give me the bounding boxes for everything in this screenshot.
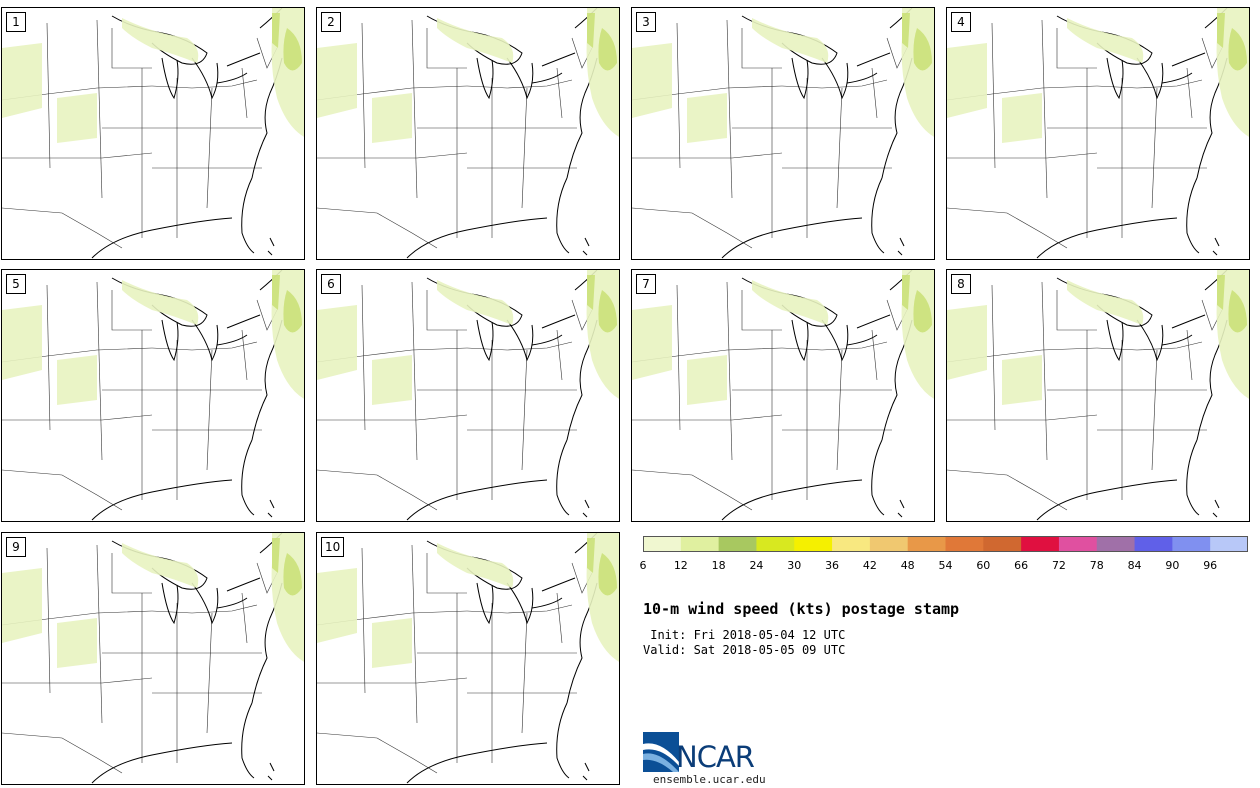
- colorbar-tick-label: 30: [787, 559, 802, 572]
- member-number-label: 5: [6, 274, 26, 294]
- colorbar-bin: [1210, 536, 1248, 552]
- colorbar-tick-label: 60: [976, 559, 991, 572]
- colorbar-tick-label: 96: [1203, 559, 1218, 572]
- postage-stamp-member-2: 2: [316, 7, 620, 260]
- colorbar-bin: [643, 536, 682, 552]
- colorbar-tick-label: 36: [825, 559, 840, 572]
- postage-stamp-member-5: 5: [1, 269, 305, 522]
- postage-stamp-member-8: 8: [946, 269, 1250, 522]
- postage-stamp-member-9: 9: [1, 532, 305, 785]
- postage-stamp-member-4: 4: [946, 7, 1250, 260]
- colorbar-bin: [983, 536, 1022, 552]
- member-number-label: 3: [636, 12, 656, 32]
- colorbar-bin: [869, 536, 909, 552]
- colorbar-tick-label: 18: [711, 559, 726, 572]
- member-number-label: 7: [636, 274, 656, 294]
- member-number-label: 10: [321, 537, 345, 557]
- colorbar-bin: [680, 536, 720, 552]
- ncar-url: ensemble.ucar.edu: [653, 773, 766, 786]
- colorbar-tick-label: 12: [673, 559, 688, 572]
- page-title: 10-m wind speed (kts) postage stamp: [643, 600, 960, 618]
- member-number-label: 4: [951, 12, 971, 32]
- postage-stamp-member-7: 7: [631, 269, 935, 522]
- colorbar-tick-label: 42: [862, 559, 877, 572]
- colorbar-bin: [1021, 536, 1060, 552]
- colorbar-tick-label: 84: [1127, 559, 1142, 572]
- colorbar-bin: [1058, 536, 1098, 552]
- colorbar-bin: [794, 536, 833, 552]
- colorbar-tick-label: 24: [749, 559, 764, 572]
- valid-time: Valid: Sat 2018-05-05 09 UTC: [643, 643, 846, 657]
- colorbar-tick-label: 54: [938, 559, 953, 572]
- postage-stamp-member-10: 10: [316, 532, 620, 785]
- colorbar-bin: [1134, 536, 1173, 552]
- colorbar-bin: [832, 536, 871, 552]
- member-number-label: 6: [321, 274, 341, 294]
- colorbar-bin: [907, 536, 946, 552]
- colorbar-tick-label: 90: [1165, 559, 1180, 572]
- postage-stamp-member-3: 3: [631, 7, 935, 260]
- member-number-label: 9: [6, 537, 26, 557]
- ncar-logo-text: NCAR: [676, 740, 755, 774]
- colorbar-tick-label: 78: [1089, 559, 1104, 572]
- ncar-logo: [643, 732, 679, 772]
- colorbar-bin: [718, 536, 757, 552]
- member-number-label: 2: [321, 12, 341, 32]
- colorbar-tick-label: 72: [1051, 559, 1066, 572]
- init-time: Init: Fri 2018-05-04 12 UTC: [643, 628, 846, 642]
- colorbar-bin: [1172, 536, 1211, 552]
- colorbar-bin: [945, 536, 984, 552]
- postage-stamp-member-6: 6: [316, 269, 620, 522]
- colorbar-bin: [1096, 536, 1136, 552]
- member-number-label: 8: [951, 274, 971, 294]
- colorbar-tick-label: 66: [1014, 559, 1029, 572]
- postage-stamp-member-1: 1: [1, 7, 305, 260]
- colorbar-tick-label: 6: [639, 559, 647, 572]
- colorbar-bin: [756, 536, 795, 552]
- colorbar-tick-label: 48: [900, 559, 915, 572]
- wind-speed-colorbar: [643, 536, 1248, 552]
- member-number-label: 1: [6, 12, 26, 32]
